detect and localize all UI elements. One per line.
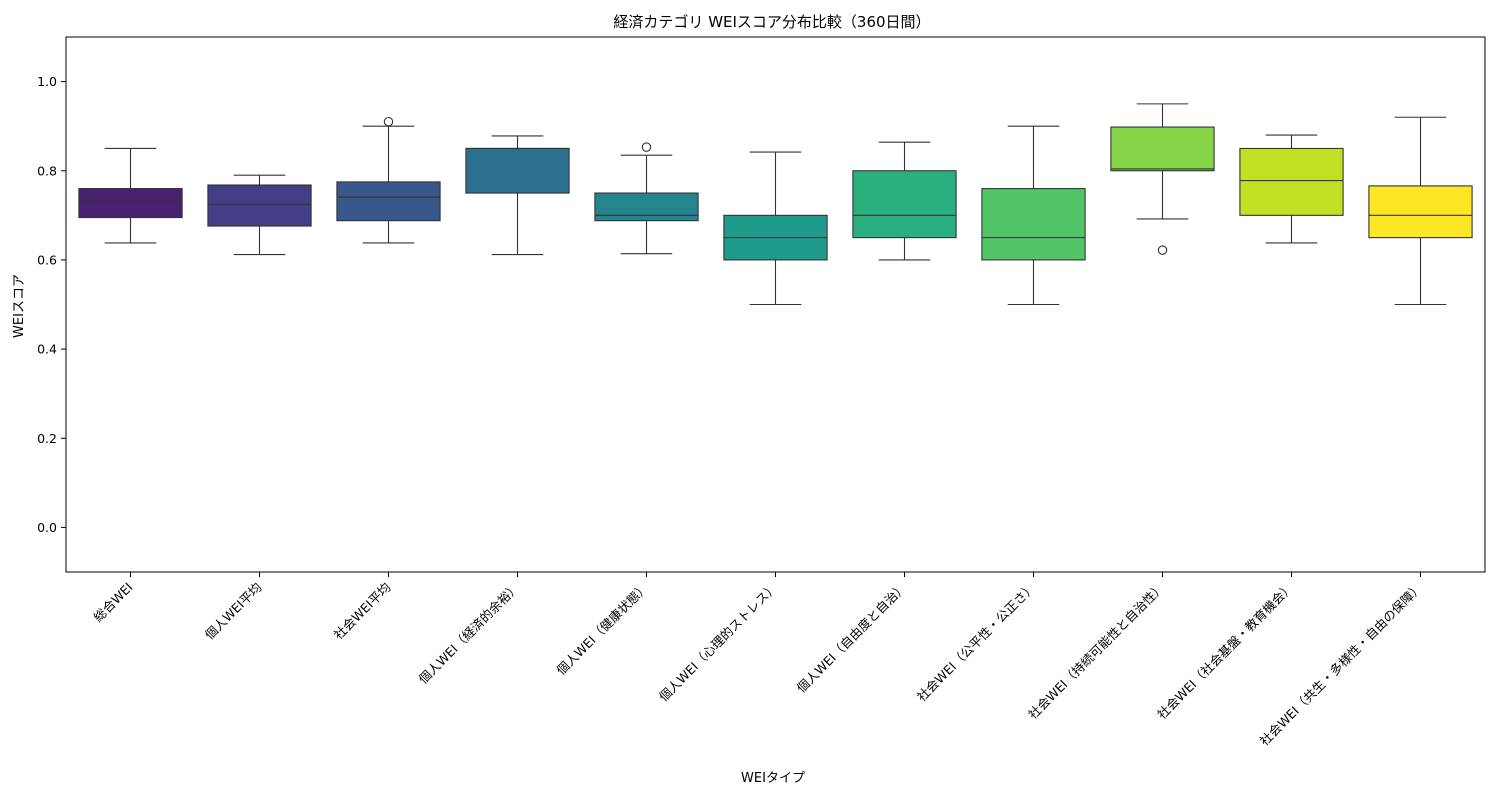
box-10 bbox=[1239, 134, 1344, 244]
x-tick-label: 社会WEI（公平性・公正さ） bbox=[914, 580, 1039, 705]
x-tick-label: 個人WEI平均 bbox=[202, 580, 265, 643]
x-tick-label: 個人WEI（自由度と自治） bbox=[794, 580, 910, 696]
x-tick-label: 社会WEI（社会基盤・教育機会） bbox=[1154, 580, 1296, 722]
box-7 bbox=[852, 141, 957, 261]
x-axis-label: WEIタイプ bbox=[741, 771, 805, 786]
box-2 bbox=[207, 174, 312, 256]
box-iqr bbox=[207, 184, 312, 227]
box-5 bbox=[594, 142, 699, 255]
y-tick-label: 0.4 bbox=[37, 342, 57, 357]
box-1 bbox=[78, 147, 183, 244]
chart-title: 経済カテゴリ WEIスコア分布比較（360日間） bbox=[613, 13, 930, 31]
box-4 bbox=[465, 135, 570, 256]
box-iqr bbox=[78, 188, 183, 219]
x-tick-label: 個人WEI（心理的ストレス） bbox=[656, 580, 781, 705]
box-iqr bbox=[465, 147, 570, 194]
y-tick-label: 0.8 bbox=[37, 163, 57, 178]
box-iqr bbox=[1239, 147, 1344, 216]
y-tick-label: 0.0 bbox=[37, 520, 57, 535]
y-tick-label: 0.2 bbox=[37, 431, 57, 446]
x-tick-label: 社会WEI（共生・多様性・自由の保障） bbox=[1257, 580, 1426, 749]
box-iqr bbox=[336, 181, 441, 222]
x-tick-label: 個人WEI（経済的余裕） bbox=[416, 580, 523, 687]
box-iqr bbox=[981, 188, 1086, 261]
x-tick-label: 社会WEI（持続可能性と自治性） bbox=[1025, 580, 1167, 722]
box-iqr bbox=[1368, 185, 1473, 239]
box-9 bbox=[1110, 103, 1215, 255]
y-axis-label: WEIスコア bbox=[12, 274, 27, 338]
x-tick-label: 総合WEI bbox=[90, 580, 135, 625]
box-11 bbox=[1368, 116, 1473, 306]
y-tick-label: 1.0 bbox=[37, 74, 57, 89]
box-6 bbox=[723, 151, 828, 306]
y-tick-label: 0.6 bbox=[37, 252, 57, 267]
box-iqr bbox=[1110, 126, 1215, 172]
box-3 bbox=[336, 116, 441, 244]
box-iqr bbox=[852, 170, 957, 239]
box-8 bbox=[981, 125, 1086, 306]
x-tick-label: 個人WEI（健康状態） bbox=[553, 580, 651, 678]
outlier-point bbox=[1157, 245, 1168, 255]
outlier-point bbox=[383, 116, 394, 127]
outlier-point bbox=[641, 142, 652, 152]
x-tick-label: 社会WEI平均 bbox=[331, 580, 394, 643]
box-iqr bbox=[594, 192, 699, 222]
plot-frame bbox=[65, 36, 1486, 573]
